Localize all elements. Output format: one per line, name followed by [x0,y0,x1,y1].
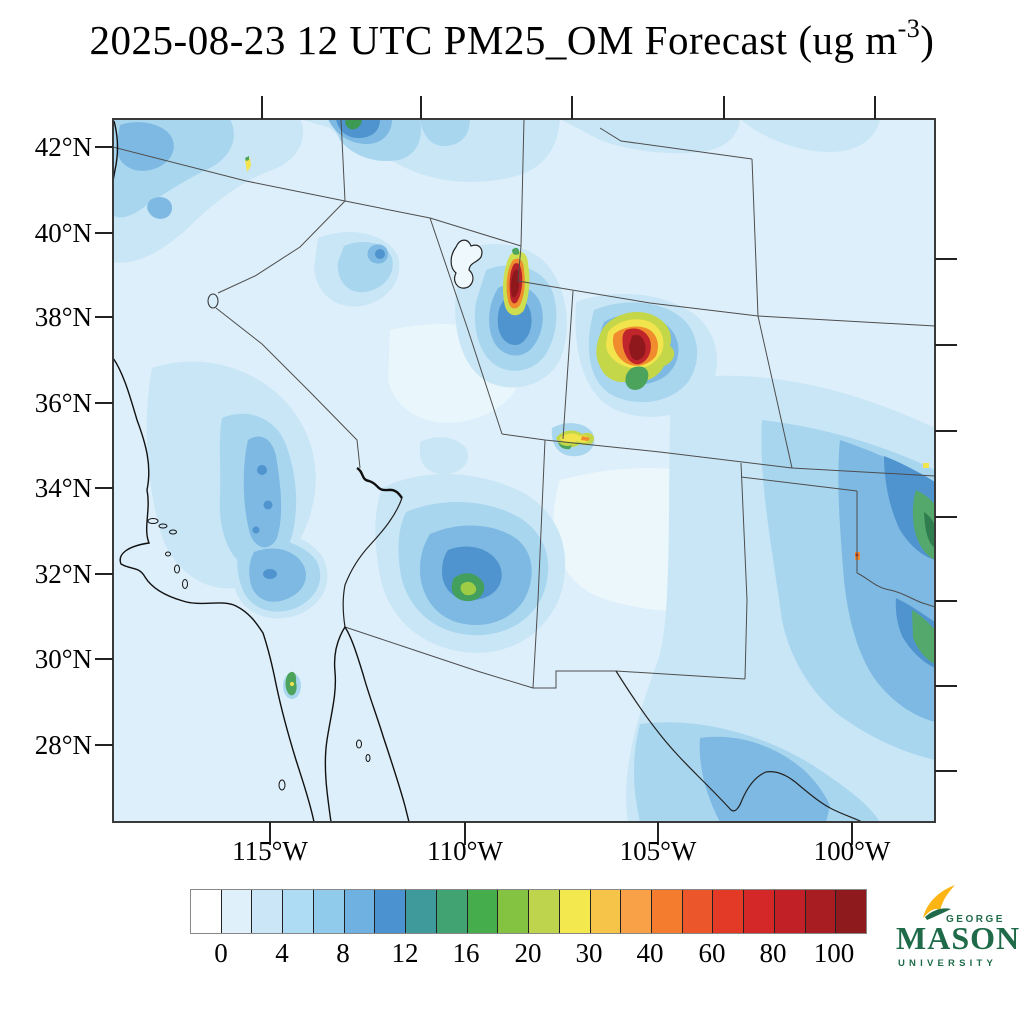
colorbar-label-100: 100 [813,938,855,968]
colorbar-cell [221,890,253,933]
lat-label-42n: 42°N [34,132,92,162]
gmu-logo-mason: MASON [896,920,1021,956]
colorbar-cell [713,890,745,933]
colorbar-cell [344,890,376,933]
colorbar-label-8: 8 [336,938,350,968]
colorbar-cell [283,890,314,933]
lon-label-115w: 115°W [232,836,308,866]
colorbar-cell [590,890,622,933]
title-suffix: ) [920,17,935,63]
colorbar-cell [375,890,407,933]
colorbar-cell [406,890,437,933]
gmu-logo-university: UNIVERSITY [898,958,998,969]
lon-label-105w: 105°W [619,836,697,866]
state-borders [113,119,935,689]
lon-label-110w: 110°W [427,836,503,866]
colorbar-label-30: 30 [575,938,603,968]
rio-grande [615,670,863,822]
lon-label-100w: 100°W [813,836,891,866]
colorbar [190,889,867,934]
axis-ticks [95,96,957,845]
lat-label-40n: 40°N [34,218,92,248]
colorbar-cell [744,890,775,933]
colorbar-cell [682,890,714,933]
lat-label-28n: 28°N [34,730,92,760]
page-title: 2025-08-23 12 UTC PM25_OM Forecast (ug m… [0,14,1024,64]
lat-label-38n: 38°N [34,302,92,332]
hotspot-baja [285,671,297,696]
colorbar-cell [774,890,806,933]
colorbar-cell [621,890,653,933]
colorbar-cell [498,890,530,933]
colorbar-label-4: 4 [275,938,289,968]
map-frame [112,118,936,823]
colorbar-cell [436,890,468,933]
map-body [113,119,935,822]
gmu-logo: GEORGE MASON UNIVERSITY [893,884,1019,979]
colorbar-cell [805,890,837,933]
colorbar-label-0: 0 [214,938,228,968]
gulf-of-california [324,625,410,822]
gmu-flame-icon [923,885,955,920]
colorbar-label-20: 20 [514,938,542,968]
hotspot-colorado-west [596,311,675,390]
colorbar-label-60: 60 [698,938,726,968]
colorado-river-lower [342,497,403,628]
colorbar-cell [559,890,591,933]
hotspot-utco-border-small [556,430,595,450]
hotspot-arizona [451,573,485,602]
colorbar-label-16: 16 [452,938,480,968]
gmu-logo-george: GEORGE [946,914,1005,925]
colorbar-label-40: 40 [636,938,664,968]
lat-label-32n: 32°N [34,559,92,589]
colorbar-cell [467,890,499,933]
colorbar-cell [191,890,222,933]
pm-green-patches [912,490,935,664]
colorbar-cell [836,890,867,933]
colorbar-cell [313,890,345,933]
lat-label-30n: 30°N [34,644,92,674]
colorbar-cell [252,890,284,933]
lat-label-36n: 36°N [34,388,92,418]
colorbar-cell [529,890,560,933]
hotspot-utah-wasatch [503,247,530,316]
colorado-river [356,466,403,499]
lake-tahoe [207,293,219,309]
title-text: 2025-08-23 12 UTC PM25_OM Forecast (ug m [89,17,898,63]
great-salt-lake [450,239,483,289]
title-superscript: -3 [897,14,921,44]
lat-label-34n: 34°N [34,473,92,503]
islands [147,518,371,791]
colorbar-label-12: 12 [391,938,419,968]
coastline [113,120,410,822]
colorbar-cell [652,890,683,933]
colorbar-label-80: 80 [759,938,787,968]
